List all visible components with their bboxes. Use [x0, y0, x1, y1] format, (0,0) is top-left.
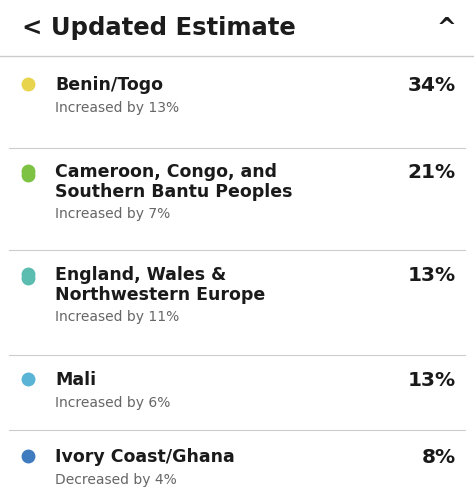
- Text: 13%: 13%: [408, 266, 456, 285]
- Text: Ivory Coast/Ghana: Ivory Coast/Ghana: [55, 448, 235, 466]
- Text: Northwestern Europe: Northwestern Europe: [55, 286, 265, 304]
- Text: 34%: 34%: [408, 76, 456, 95]
- Text: 8%: 8%: [422, 448, 456, 467]
- Text: Benin/Togo: Benin/Togo: [55, 76, 163, 94]
- Text: Southern Bantu Peoples: Southern Bantu Peoples: [55, 183, 292, 201]
- Text: Increased by 6%: Increased by 6%: [55, 396, 170, 410]
- Text: Mali: Mali: [55, 371, 96, 389]
- Text: England, Wales &: England, Wales &: [55, 266, 226, 284]
- Text: 21%: 21%: [408, 163, 456, 182]
- Text: Decreased by 4%: Decreased by 4%: [55, 473, 177, 487]
- Text: Cameroon, Congo, and: Cameroon, Congo, and: [55, 163, 277, 181]
- Text: Increased by 11%: Increased by 11%: [55, 310, 179, 324]
- Text: 13%: 13%: [408, 371, 456, 390]
- Text: < Updated Estimate: < Updated Estimate: [22, 16, 296, 40]
- Text: ^: ^: [436, 16, 456, 40]
- Bar: [0, 0, 474, 56]
- Text: Increased by 7%: Increased by 7%: [55, 207, 170, 221]
- Text: Increased by 13%: Increased by 13%: [55, 101, 179, 115]
